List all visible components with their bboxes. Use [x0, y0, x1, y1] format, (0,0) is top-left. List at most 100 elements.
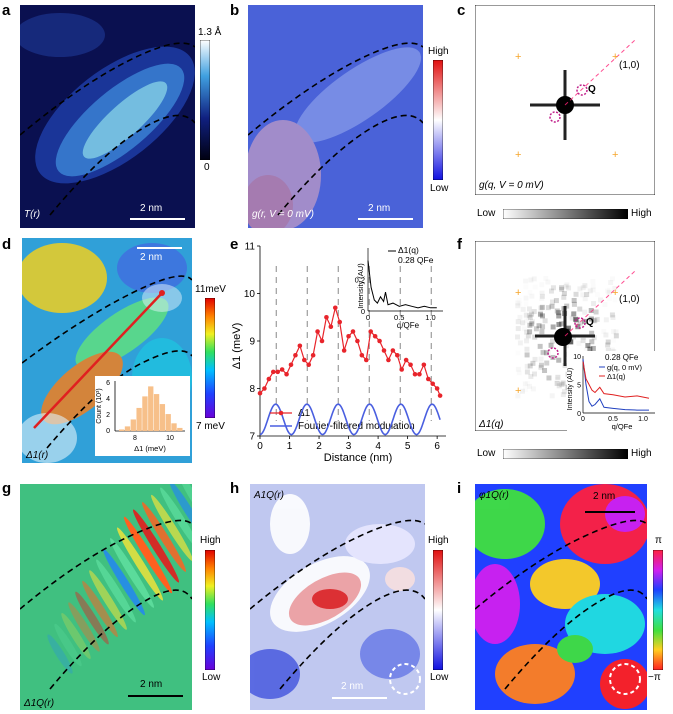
modulation-stripe	[110, 538, 154, 608]
speckle-pixel	[530, 360, 536, 366]
speckle-pixel	[595, 292, 600, 297]
speckle-pixel	[556, 313, 562, 319]
speckle-pixel	[556, 383, 562, 389]
map-label: g(q, V = 0 mV)	[479, 180, 544, 191]
speckle-pixel	[563, 283, 569, 289]
data-point	[332, 305, 338, 311]
speckle-pixel	[537, 312, 543, 318]
speckle-pixel	[580, 285, 586, 291]
speckle-pixel	[602, 302, 607, 307]
speckle-pixel	[588, 316, 594, 322]
speckle-pixel	[520, 388, 526, 394]
speckle-pixel	[560, 392, 566, 398]
panel-c: c + + + + Q (1,0) g(q, V = 0 mV) Low Hig…	[455, 0, 673, 230]
histogram-bar	[165, 414, 171, 431]
speckle-pixel	[525, 381, 530, 386]
modulation-stripe	[116, 527, 164, 601]
colorbar-min: −π	[648, 672, 661, 683]
legend-delta1: Δ1	[298, 408, 311, 419]
speckle-pixel	[546, 375, 552, 381]
colorbar-max: High	[631, 448, 652, 459]
speckle-pixel	[518, 302, 523, 307]
colorbar-max: High	[428, 535, 449, 546]
data-point	[257, 390, 263, 396]
speckle-pixel	[549, 338, 555, 344]
svg-text:+: +	[612, 287, 618, 299]
speckle-pixel	[605, 339, 611, 345]
speckle-pixel	[577, 306, 583, 312]
colorbar-min: Low	[477, 448, 496, 459]
speckle-pixel	[559, 285, 565, 291]
colorbar-min: Low	[430, 672, 449, 683]
speckle-pixel	[603, 332, 609, 338]
speckle-pixel	[515, 326, 521, 332]
speckle-pixel	[591, 318, 597, 324]
colorbar	[503, 449, 628, 459]
speckle-pixel	[584, 292, 590, 298]
panel-f: f + + + Q (1,0) Δ1(q) 0.28 QFe g(q, 0 mV…	[455, 236, 673, 466]
speckle-pixel	[544, 360, 550, 366]
speckle-pixel	[524, 352, 530, 358]
speckle-pixel	[520, 320, 526, 326]
data-point	[346, 333, 351, 339]
speckle-pixel	[545, 305, 551, 311]
x-tick-label: 2	[316, 441, 322, 452]
speckle-pixel	[539, 304, 545, 310]
colorbar	[653, 550, 663, 670]
speckle-pixel	[550, 324, 556, 330]
speckle-pixel	[580, 292, 586, 298]
histogram-bar	[130, 419, 136, 431]
speckle-pixel	[539, 329, 545, 335]
modulation-stripe	[68, 602, 100, 652]
inset-legend: Δ1(q)	[398, 245, 419, 255]
speckle-pixel	[540, 324, 546, 330]
panel-d: d 2 nm Δ1(r) 0 2 4 6 8 10 Δ1 (meV) Count…	[0, 236, 230, 466]
inset-y-tick-label: 10	[573, 354, 581, 361]
modulation-stripe	[54, 623, 82, 667]
speckle-pixel	[524, 296, 529, 301]
speckle-pixel	[524, 363, 530, 369]
f-inset-ylabel: Intensity (AU)	[567, 368, 574, 410]
data-point	[430, 381, 436, 387]
data-point	[390, 348, 396, 353]
speckle-pixel	[582, 309, 588, 315]
map-label: T(r)	[24, 209, 41, 220]
speckle-pixel	[603, 317, 609, 323]
modulation-stripe	[47, 634, 73, 674]
panel-h: h A1Q(r) 2 nm High Low	[228, 478, 458, 714]
hist-ylabel: Count (10³)	[96, 388, 103, 423]
colorbar-max: 1.3 Å	[198, 27, 222, 38]
data-point	[319, 338, 325, 344]
legend-marker-delta1-dot	[278, 410, 284, 416]
map-label: Δ1Q(r)	[24, 698, 55, 709]
speckle-pixel	[527, 290, 532, 295]
speckle-pixel	[611, 329, 616, 334]
inset-series-line	[582, 361, 650, 399]
speckle-pixel	[517, 314, 523, 320]
speckle-pixel	[543, 350, 549, 356]
bragg-label: (1,0)	[619, 60, 640, 71]
speckle-pixel	[561, 294, 567, 300]
histogram-bar	[153, 394, 160, 431]
data-point	[270, 369, 276, 375]
speckle-pixel	[605, 347, 611, 353]
speckle-pixel	[590, 345, 596, 351]
speckle-pixel	[592, 318, 598, 324]
modulation-stripe	[142, 502, 186, 572]
panel-letter: c	[457, 2, 466, 19]
speckle-pixel	[539, 313, 545, 319]
histogram-bar	[136, 407, 142, 431]
x-tick-label: 1	[287, 441, 293, 452]
speckle-pixel	[531, 386, 536, 391]
data-point	[377, 338, 382, 344]
data-point	[315, 329, 320, 334]
panel-letter: i	[457, 480, 462, 497]
speckle-pixel	[524, 301, 529, 306]
speckle-pixel	[553, 298, 559, 304]
y-tick-label: 9	[249, 337, 255, 348]
modulation-stripe	[160, 487, 192, 551]
speckle-pixel	[538, 311, 544, 317]
modulation-stripe	[103, 548, 145, 616]
hist-ytick: 0	[106, 428, 110, 435]
legend-fourier: Fourier-filtered modulation	[298, 421, 415, 432]
